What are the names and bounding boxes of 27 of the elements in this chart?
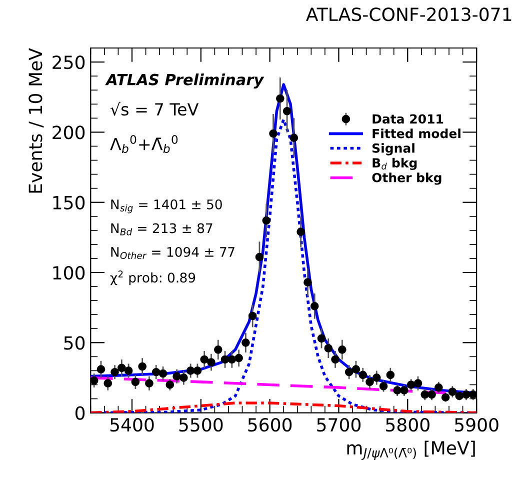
legend-label: Signal (372, 143, 414, 156)
y-tick-label: 50 (64, 336, 85, 350)
x-tick-label: 5500 (179, 418, 223, 432)
x-tick-label: 5600 (248, 418, 292, 432)
annotation: ATLAS Preliminary (105, 74, 264, 88)
legend-label: Fitted model (372, 128, 460, 138)
chart-title: ATLAS-CONF-2013-071 (306, 8, 512, 22)
y-axis-title: Events / 10 MeV (28, 48, 44, 193)
annotation: √s = 7 TeV (110, 102, 199, 116)
x-tick-label: 5900 (454, 418, 498, 432)
legend-label: Other bkg (372, 172, 442, 185)
y-tick-label: 250 (52, 55, 85, 70)
legend-label: Data 2011 (372, 114, 444, 124)
annotation: χ$^{2}$ prob: 0.89 (110, 270, 196, 286)
y-tick-label: 200 (52, 126, 85, 140)
x-axis-title: m$_{J/ψΛ⁰(Λ̄⁰)}$ [MeV] (347, 440, 475, 460)
y-tick-label: 150 (53, 196, 85, 210)
annotation: Λ$_{b}$$^{0}$+Λ̄$_{b}$$^{0}$ (110, 135, 178, 154)
annotation: N$_{sig}$ = 1401 ± 50 (111, 199, 222, 214)
y-tick-label: 100 (53, 266, 85, 280)
x-tick-label: 5800 (386, 418, 430, 432)
y-tick-label: 0 (75, 406, 85, 420)
x-tick-label: 5700 (317, 418, 361, 432)
annotation: N$_{Other}$ = 1094 ± 77 (111, 246, 234, 260)
annotation: N$_{Bd}$ = 213 ± 87 (111, 223, 212, 236)
x-tick-label: 5400 (110, 418, 154, 432)
legend-label: B$_{d}$ bkg (372, 158, 417, 170)
